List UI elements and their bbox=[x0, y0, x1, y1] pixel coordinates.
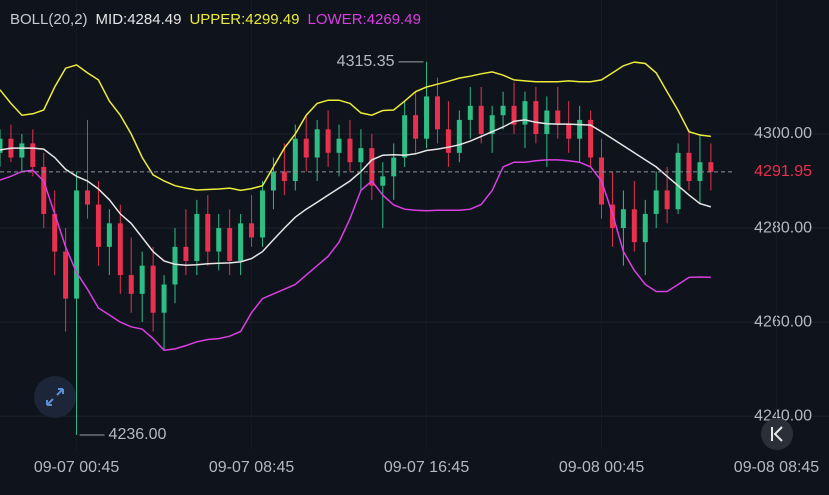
scroll-latest-bg[interactable] bbox=[761, 418, 793, 450]
candle-body bbox=[41, 166, 47, 214]
candle-body bbox=[84, 190, 90, 205]
candle-body bbox=[500, 105, 506, 116]
candle-body bbox=[347, 138, 353, 163]
candle-body bbox=[238, 223, 244, 261]
candle-body bbox=[106, 223, 112, 247]
candle-body bbox=[249, 223, 255, 238]
expand-button[interactable] bbox=[34, 376, 76, 418]
candle-body bbox=[63, 251, 69, 299]
candle-body bbox=[216, 228, 222, 252]
candle-body bbox=[336, 138, 342, 153]
legend-entry: MID:4284.49 bbox=[96, 11, 182, 28]
candle-body bbox=[303, 138, 309, 158]
candle-body bbox=[391, 157, 397, 177]
scroll-latest-icon[interactable] bbox=[771, 426, 783, 442]
candle-body bbox=[445, 129, 451, 153]
band-line bbox=[0, 159, 711, 352]
candle-body bbox=[194, 213, 200, 261]
candle-body bbox=[270, 171, 276, 191]
candle-body bbox=[139, 265, 145, 294]
candle-body bbox=[686, 152, 692, 182]
candle-body bbox=[0, 138, 3, 153]
legend-entry: LOWER:4269.49 bbox=[308, 11, 421, 28]
candle-body bbox=[566, 124, 572, 139]
candle-body bbox=[281, 171, 287, 182]
expand-bg[interactable] bbox=[34, 376, 76, 418]
candle-body bbox=[117, 223, 123, 276]
x-tick-label: 09-08 08:45 bbox=[734, 459, 820, 476]
candle-body bbox=[489, 115, 495, 135]
candle-body bbox=[161, 284, 167, 313]
x-tick-label: 09-08 00:45 bbox=[559, 459, 645, 476]
candle-body bbox=[620, 209, 626, 229]
candle-body bbox=[227, 228, 233, 261]
candle-body bbox=[128, 275, 134, 294]
candle-body bbox=[642, 213, 648, 243]
candle-body bbox=[292, 138, 298, 182]
candle-body bbox=[150, 265, 156, 313]
candle-body bbox=[358, 148, 364, 163]
x-tick-label: 09-07 16:45 bbox=[384, 459, 470, 476]
low-label: 4236.00 bbox=[109, 426, 167, 443]
candle-body bbox=[52, 213, 58, 252]
candle-body bbox=[95, 204, 101, 247]
candle-body bbox=[511, 105, 517, 125]
last-price-label: 4291.95 bbox=[754, 163, 812, 180]
candle-body bbox=[708, 162, 714, 172]
x-tick-label: 09-07 00:45 bbox=[34, 459, 120, 476]
candle-body bbox=[205, 213, 211, 252]
candle-body bbox=[74, 190, 80, 299]
candle-body bbox=[424, 96, 430, 139]
band-line bbox=[0, 119, 712, 266]
y-tick-label: 4300.00 bbox=[754, 125, 812, 142]
candle-body bbox=[544, 110, 550, 135]
scroll-latest-button[interactable] bbox=[761, 418, 793, 450]
legend-entry: UPPER:4299.49 bbox=[189, 11, 299, 28]
candle-body bbox=[533, 101, 539, 135]
candle-body bbox=[522, 101, 528, 125]
candle-body bbox=[456, 119, 462, 153]
candle-body bbox=[697, 162, 703, 182]
y-tick-label: 4240.00 bbox=[754, 407, 812, 424]
candle-body bbox=[314, 129, 320, 158]
candle-body bbox=[259, 190, 265, 238]
candle-body bbox=[172, 246, 178, 285]
expand-icon[interactable] bbox=[46, 388, 64, 406]
candle-body bbox=[653, 190, 659, 214]
candle-body bbox=[664, 190, 670, 210]
candle-body bbox=[30, 143, 36, 167]
candle-body bbox=[325, 129, 331, 153]
candle-body bbox=[380, 176, 386, 186]
x-tick-label: 09-07 08:45 bbox=[209, 459, 295, 476]
indicator-name: BOLL(20,2) bbox=[10, 11, 88, 28]
candle-body bbox=[555, 110, 561, 125]
y-tick-label: 4260.00 bbox=[754, 313, 812, 330]
candle-body bbox=[478, 105, 484, 135]
candle-body bbox=[467, 105, 473, 120]
candle-body bbox=[183, 246, 189, 261]
candle-body bbox=[369, 148, 375, 186]
band-line bbox=[0, 61, 711, 192]
candle-body bbox=[402, 115, 408, 158]
candle-body bbox=[588, 119, 594, 158]
candle-body bbox=[631, 209, 637, 243]
candle-body bbox=[434, 96, 440, 130]
candle-body bbox=[19, 143, 25, 158]
candle-body bbox=[675, 152, 681, 210]
high-label: 4315.35 bbox=[337, 53, 395, 70]
y-tick-label: 4280.00 bbox=[754, 219, 812, 236]
candle-body bbox=[577, 119, 583, 139]
indicator-header: BOLL(20,2) MID:4284.49 UPPER:4299.49 LOWER:… bbox=[10, 11, 421, 28]
candle-body bbox=[413, 115, 419, 139]
plot-area: 4240.00 4260.00 4280.00 4300.00 09-07 00:45 0… bbox=[0, 53, 829, 477]
